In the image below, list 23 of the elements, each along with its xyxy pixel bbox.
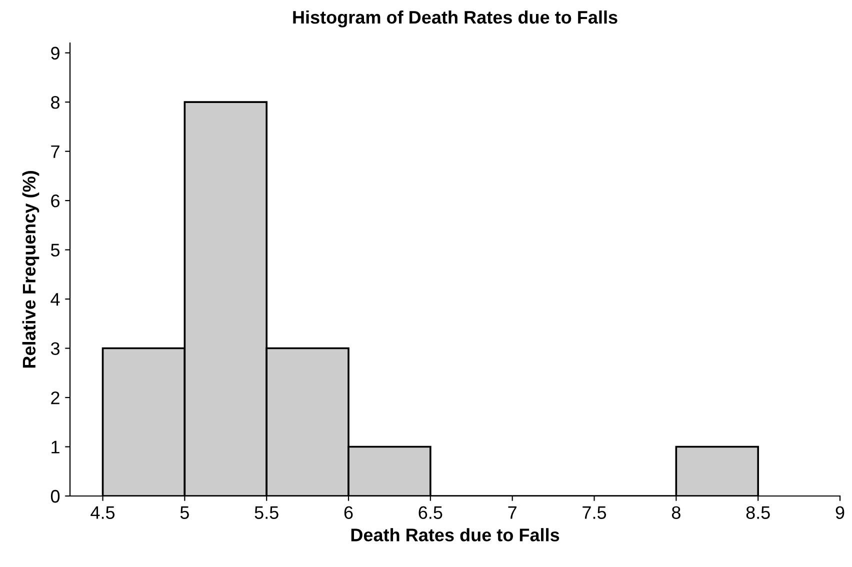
- x-tick-label: 5.5: [254, 506, 278, 519]
- x-tick-label: 6: [344, 506, 353, 519]
- x-tick-label: 9: [836, 506, 844, 519]
- x-tick-label: 7: [508, 506, 516, 519]
- y-tick-label: 7: [51, 145, 60, 158]
- y-tick-label: 2: [51, 391, 60, 404]
- chart-title: Histogram of Death Rates due to Falls: [293, 10, 618, 28]
- x-tick-label: 7.5: [582, 506, 606, 519]
- y-tick-label: 0: [50, 490, 60, 503]
- y-tick-label: 5: [50, 244, 60, 257]
- y-tick-label: 9: [51, 46, 60, 60]
- x-tick-label: 6.5: [418, 506, 442, 519]
- y-tick-label: 3: [50, 342, 60, 356]
- x-tick-label: 4.5: [90, 506, 115, 519]
- y-tick-label: 6: [51, 194, 60, 208]
- x-tick-label: 5: [180, 506, 189, 519]
- y-tick-label: 8: [51, 96, 60, 109]
- y-tick-label: 1: [52, 440, 60, 454]
- y-tick-label: 4: [50, 293, 60, 306]
- x-tick-label: 8.5: [746, 506, 770, 519]
- y-axis-title: Relative Frequency (%): [22, 171, 40, 368]
- x-tick-label: 8: [672, 506, 680, 519]
- x-axis-title: Death Rates due to Falls: [351, 528, 560, 542]
